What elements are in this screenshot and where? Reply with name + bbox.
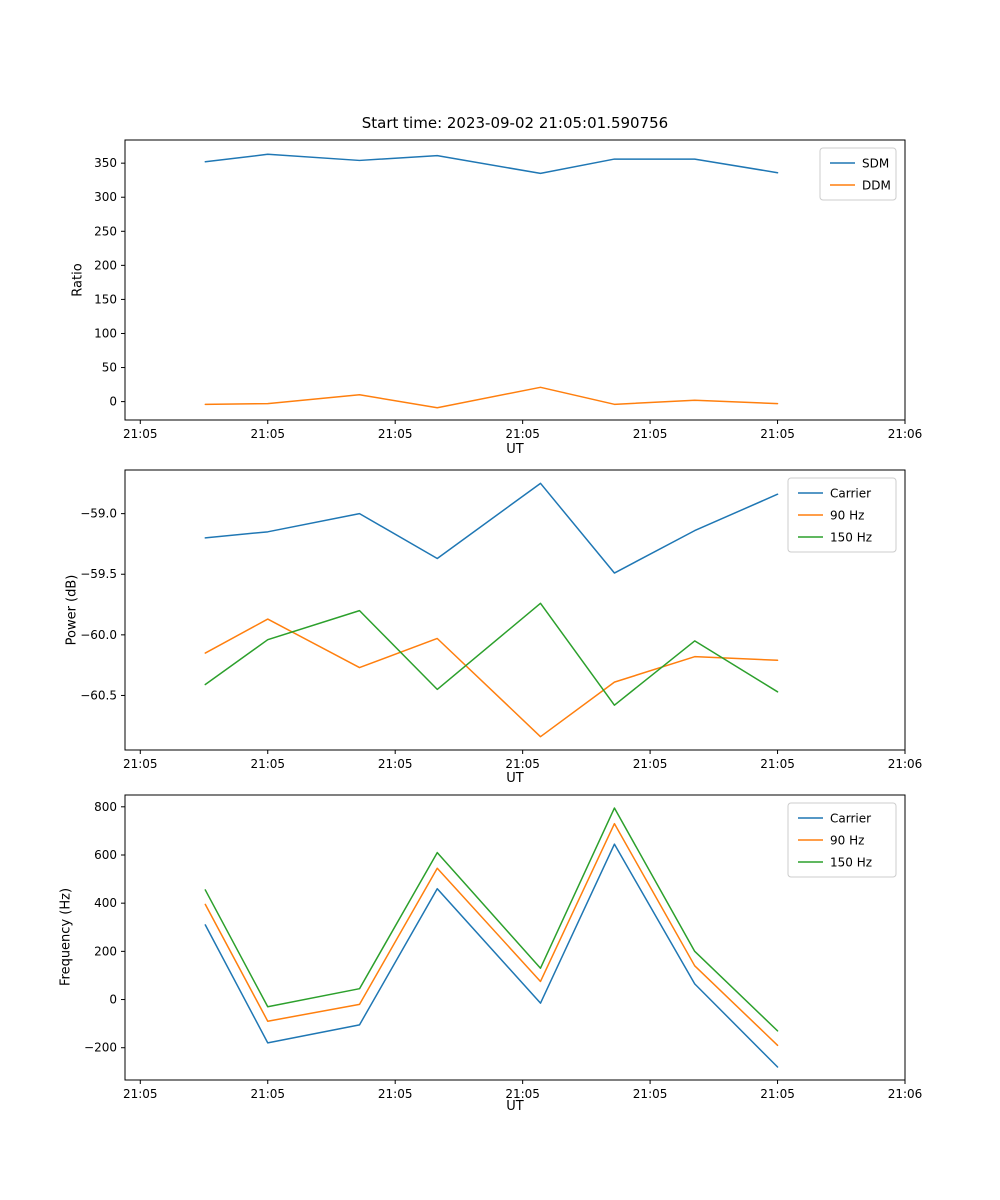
series-carrier [204,482,779,574]
y-tick-label: 600 [94,848,117,862]
x-tick-label: 21:05 [760,427,795,441]
y-tick-label: −60.0 [80,628,117,642]
series-90-hz [204,618,779,738]
series-sdm [204,153,779,175]
x-tick-label: 21:05 [123,427,158,441]
x-tick-label: 21:05 [633,427,668,441]
y-tick-label: 0 [109,395,117,409]
series-ddm [204,386,779,409]
axes-frame [124,139,906,421]
x-tick-label: 21:05 [760,1087,795,1101]
legend-label: Carrier [830,812,871,826]
x-tick-label: 21:05 [633,757,668,771]
x-tick-label: 21:05 [123,757,158,771]
x-tick-label: 21:05 [760,757,795,771]
x-axis-label: UT [506,771,524,785]
chart-title: Start time: 2023-09-02 21:05:01.590756 [361,114,669,132]
frequency-chart: 21:05 21:05 21:05 21:05 21:05 21:05 21:06 −200 0… [84,794,923,1114]
y-tick-label: 350 [94,156,117,170]
y-tick-label: 800 [94,800,117,814]
legend-box [787,477,897,553]
legend-box [819,147,897,201]
series-150-hz [204,807,779,1032]
x-axis-label: UT [506,1099,524,1114]
x-tick-label: 21:05 [123,1087,158,1101]
x-tick-label: 21:05 [505,757,540,771]
y-tick-label: 150 [94,292,117,306]
power-chart: 21:05 21:05 21:05 21:05 21:05 21:05 21:06 −59.0… [80,469,923,785]
x-tick-label: 21:06 [888,427,923,441]
y-tick-label: 400 [94,896,117,910]
x-tick-label: 21:05 [505,1087,540,1101]
x-axis-label: UT [506,442,524,457]
y-tick-label: 50 [102,361,117,375]
axes-frame [124,469,906,751]
legend-label: Carrier [830,487,871,501]
y-tick-label: 200 [94,258,117,272]
legend-label: DDM [862,179,891,193]
ratio-chart: 21:05 21:05 21:05 21:05 21:05 21:05 21:06 0 50 10… [94,139,923,457]
x-tick-label: 21:05 [250,427,285,441]
y-tick-label: 0 [109,993,117,1007]
y-tick-label: 100 [94,326,117,340]
y-tick-label: 300 [94,190,117,204]
y-tick-label: −200 [84,1041,117,1055]
legend-box [787,802,897,878]
y-tick-label: 250 [94,224,117,238]
legend-label: 150 Hz [830,531,872,545]
axes-frame [124,794,906,1081]
x-tick-label: 21:05 [378,757,413,771]
x-tick-label: 21:05 [250,1087,285,1101]
x-tick-label: 21:05 [505,427,540,441]
y-tick-label: −59.0 [80,507,117,521]
x-tick-label: 21:05 [378,427,413,441]
series-carrier [204,843,779,1068]
x-tick-label: 21:06 [888,757,923,771]
legend-label: 90 Hz [830,509,864,523]
legend-label: 150 Hz [830,856,872,870]
y-tick-label: −60.5 [80,688,117,702]
x-tick-label: 21:05 [633,1087,668,1101]
series-150-hz [204,602,779,706]
x-tick-label: 21:05 [378,1087,413,1101]
legend-label: SDM [862,157,889,171]
x-tick-label: 21:05 [250,757,285,771]
x-tick-label: 21:06 [888,1087,923,1101]
series-90-hz [204,822,779,1047]
y-tick-label: −59.5 [80,567,117,581]
y-tick-label: 200 [94,944,117,958]
legend-label: 90 Hz [830,834,864,848]
